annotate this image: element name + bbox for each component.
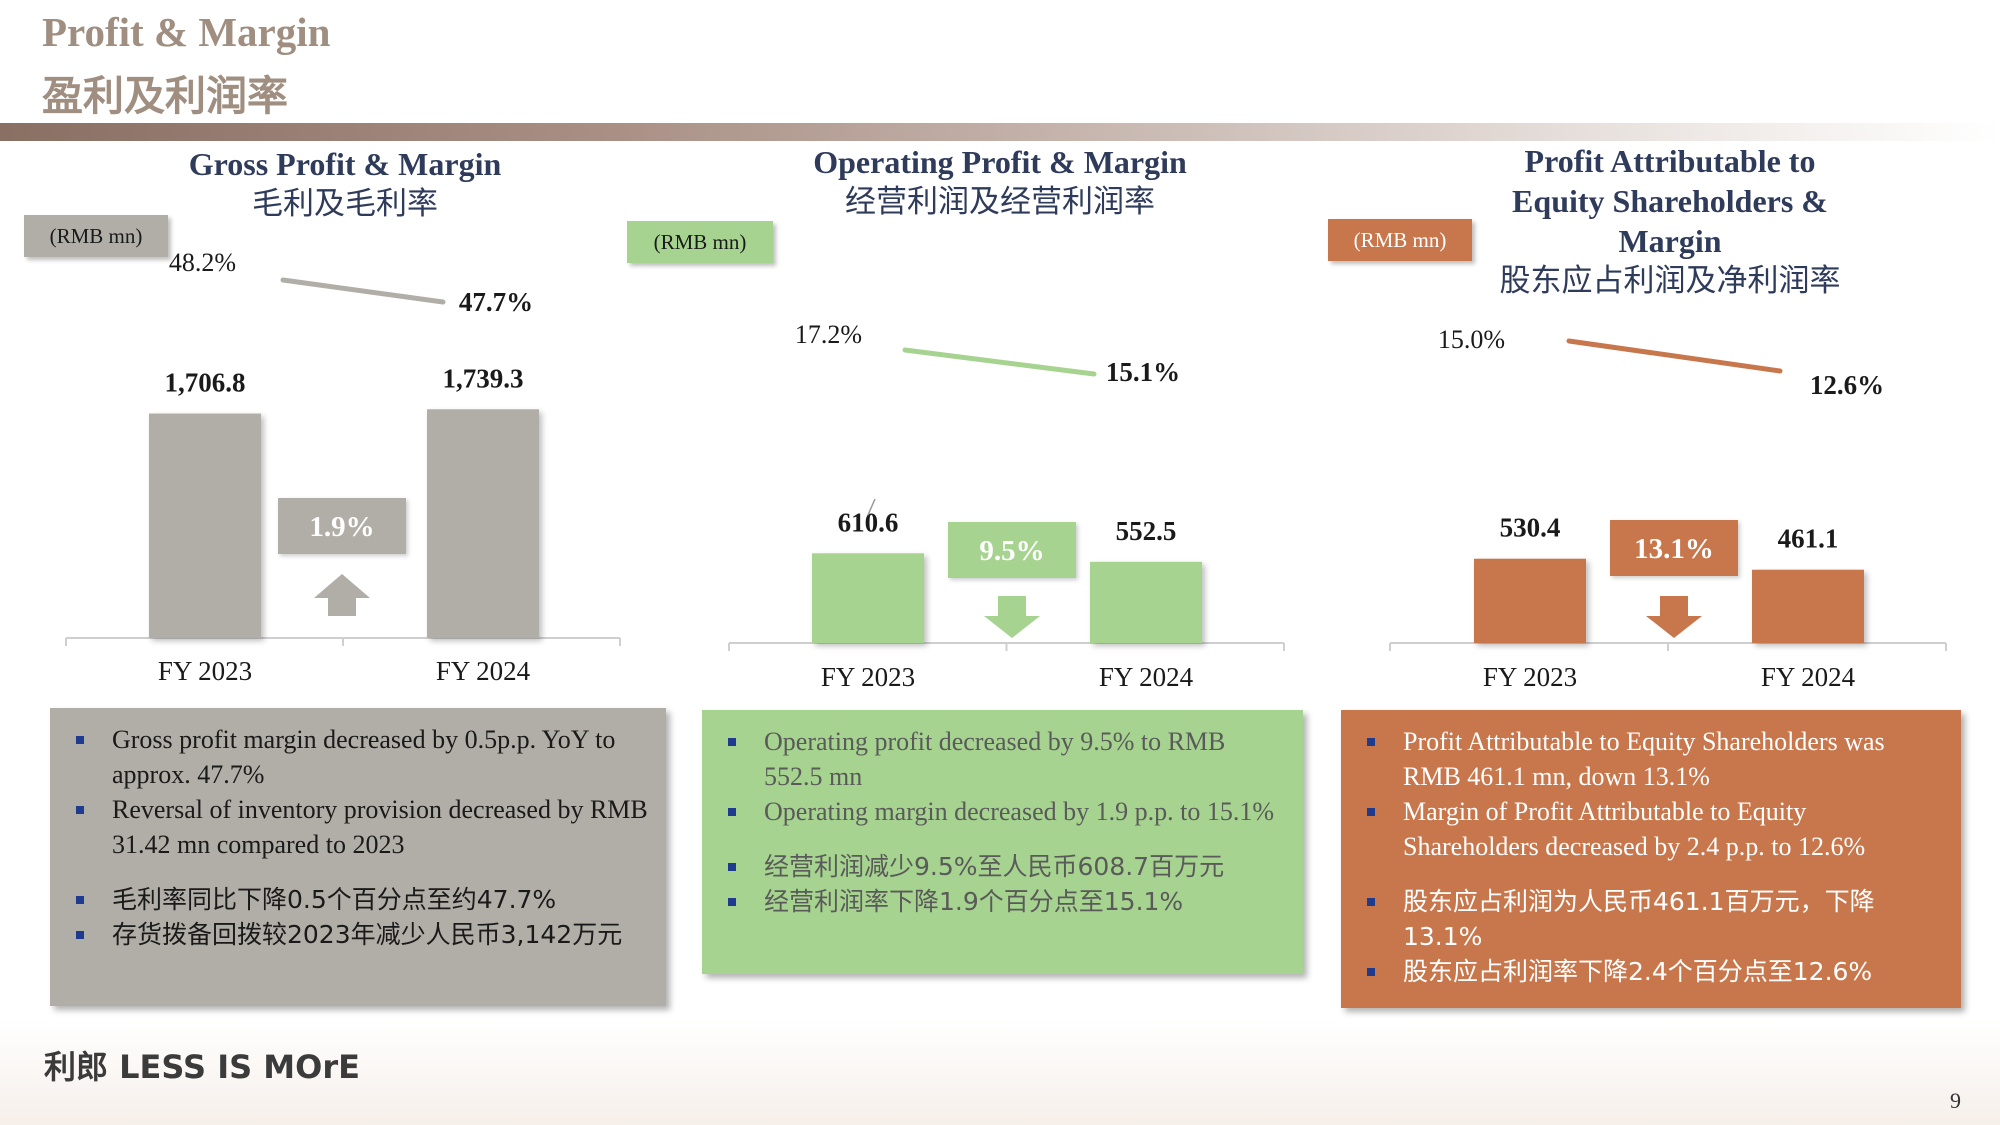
change-badge [948,522,1076,578]
bar-value-label: 1,706.8 [165,368,246,398]
bullet-item: Operating margin decreased by 1.9 p.p. t… [720,794,1285,829]
bar-value-label: 610.6 [838,507,899,537]
page-number: 9 [1950,1088,1961,1113]
change-badge-label: 9.5% [979,535,1044,567]
bullet-item: Profit Attributable to Equity Shareholde… [1359,724,1943,794]
attributable-title-en: Profit Attributable to Equity Shareholde… [1512,143,1828,259]
gross-unit-tag: (RMB mn) [24,215,168,257]
arrow-down-icon [1646,596,1702,638]
bullet-item: 存货拨备回拨较2023年减少人民币3,142万元 [68,917,648,952]
bullet-square-icon [76,896,84,904]
gross-title-en: Gross Profit & Margin [188,146,502,182]
page-title: Profit & Margin [42,9,331,55]
attributable-unit-tag: (RMB mn) [1328,219,1472,261]
company-logo: 利郎 LESS IS MOrE [44,1048,360,1086]
attributable-bullet-box: Profit Attributable to Equity Shareholde… [1341,710,1961,1008]
change-badge-label: 13.1% [1634,533,1714,565]
category-tick-label: FY 2024 [1099,662,1194,692]
attributable-panel-title: Profit Attributable to Equity Shareholde… [1475,141,1865,301]
category-tick-label: FY 2023 [821,662,915,692]
header-divider [0,123,2000,141]
operating-unit-tag: (RMB mn) [627,221,773,263]
bar-fy-2024 [1090,561,1202,643]
gross-title-cn: 毛利及毛利率 [252,186,438,222]
bullet-item: Gross profit margin decreased by 0.5p.p.… [68,722,648,792]
operating-title-en: Operating Profit & Margin [813,144,1187,180]
bullet-square-icon [728,863,736,871]
bullet-square-icon [1367,808,1375,816]
bullet-item: 股东应占利润率下降2.4个百分点至12.6% [1359,954,1943,989]
bar-fy-2023 [812,553,924,643]
bullet-square-icon [76,736,84,744]
margin-label-2024: 12.6% [1810,370,1884,400]
change-badge-label: 1.9% [309,511,374,543]
bar-fy-2023 [1474,558,1586,643]
category-tick-label: FY 2024 [436,656,531,686]
bullet-square-icon [728,808,736,816]
margin-label-2024: 47.7% [459,287,533,317]
operating-panel-title: Operating Profit & Margin 经营利润及经营利润率 [780,142,1220,222]
operating-bullet-box: Operating profit decreased by 9.5% to RM… [702,710,1303,974]
label-leader-line [867,498,876,516]
bar-value-label: 552.5 [1116,516,1177,546]
margin-label-2024: 15.1% [1106,357,1180,387]
arrow-down-icon [984,596,1040,638]
bullet-item: 经营利润减少9.5%至人民币608.7百万元 [720,849,1285,884]
bullet-square-icon [76,806,84,814]
margin-trend-line [1566,338,1783,374]
margin-label-2023: 17.2% [795,320,862,349]
margin-trend-line [902,347,1097,377]
category-tick-label: FY 2024 [1761,662,1856,692]
bullet-square-icon [76,931,84,939]
bar-value-label: 461.1 [1778,524,1839,554]
bar-value-label: 1,739.3 [443,363,524,393]
bullet-item: 经营利润率下降1.9个百分点至15.1% [720,884,1285,919]
change-badge [1610,520,1738,576]
bullet-item: Margin of Profit Attributable to Equity … [1359,794,1943,864]
bullet-square-icon [1367,738,1375,746]
category-tick-label: FY 2023 [1483,662,1577,692]
bullet-square-icon [728,898,736,906]
page-title-chinese: 盈利及利润率 [42,72,288,120]
bullet-item: Operating profit decreased by 9.5% to RM… [720,724,1285,794]
bullet-square-icon [1367,968,1375,976]
bullet-square-icon [1367,898,1375,906]
arrow-up-icon [314,574,370,616]
bar-fy-2024 [1752,569,1864,643]
bar-fy-2024 [427,409,539,638]
attributable-title-cn: 股东应占利润及净利润率 [1499,263,1841,299]
charts-canvas: 1,706.8 FY 2023 1,739.3 FY 2024 48.2% 47.7% 1.… [65,248,1947,692]
gross-bullet-box: Gross profit margin decreased by 0.5p.p.… [50,708,666,1006]
change-badge [278,498,406,554]
bullet-item: 毛利率同比下降0.5个百分点至约47.7% [68,882,648,917]
bullet-item: Reversal of inventory provision decrease… [68,792,648,862]
bullet-item: 股东应占利润为人民币461.1百万元，下降13.1% [1359,884,1943,954]
bullet-square-icon [728,738,736,746]
margin-label-2023: 15.0% [1438,325,1505,354]
margin-trend-line [280,277,446,305]
operating-title-cn: 经营利润及经营利润率 [845,184,1155,220]
margin-label-2023: 48.2% [169,248,236,277]
category-tick-label: FY 2023 [158,656,252,686]
bar-value-label: 530.4 [1500,513,1561,543]
gross-panel-title: Gross Profit & Margin 毛利及毛利率 [140,144,550,224]
footer-band [0,1020,2000,1125]
bar-fy-2023 [149,413,261,638]
